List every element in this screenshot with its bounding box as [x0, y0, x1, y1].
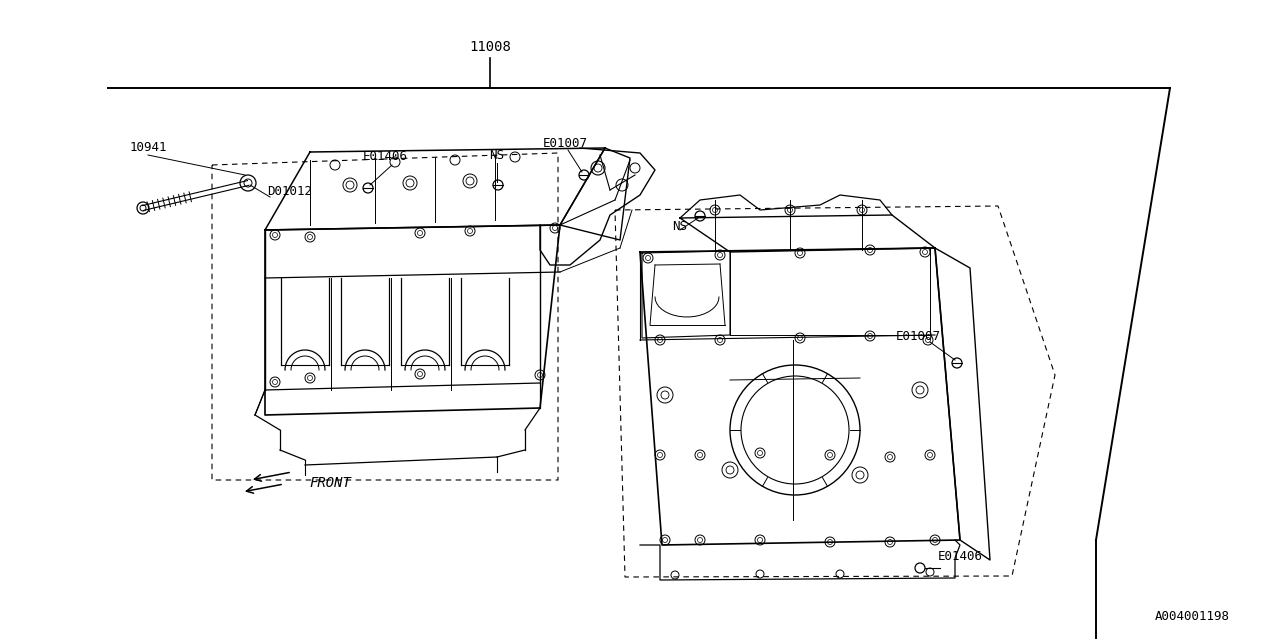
Text: NS: NS — [672, 220, 687, 232]
Text: FRONT: FRONT — [308, 476, 351, 490]
Text: E01007: E01007 — [896, 330, 941, 342]
Circle shape — [140, 205, 146, 211]
Text: E01007: E01007 — [543, 136, 588, 150]
Circle shape — [915, 563, 925, 573]
Circle shape — [695, 211, 705, 221]
Text: D01012: D01012 — [268, 184, 312, 198]
Circle shape — [952, 358, 963, 368]
Circle shape — [493, 180, 503, 190]
Circle shape — [244, 179, 252, 187]
Text: NS: NS — [489, 148, 504, 161]
Text: E01406: E01406 — [937, 550, 983, 563]
Circle shape — [364, 183, 372, 193]
Circle shape — [241, 175, 256, 191]
Circle shape — [137, 202, 148, 214]
Text: 11008: 11008 — [468, 40, 511, 54]
Text: A004001198: A004001198 — [1155, 611, 1230, 623]
Text: 10941: 10941 — [129, 141, 166, 154]
Circle shape — [579, 170, 589, 180]
Text: E01406: E01406 — [362, 150, 407, 163]
